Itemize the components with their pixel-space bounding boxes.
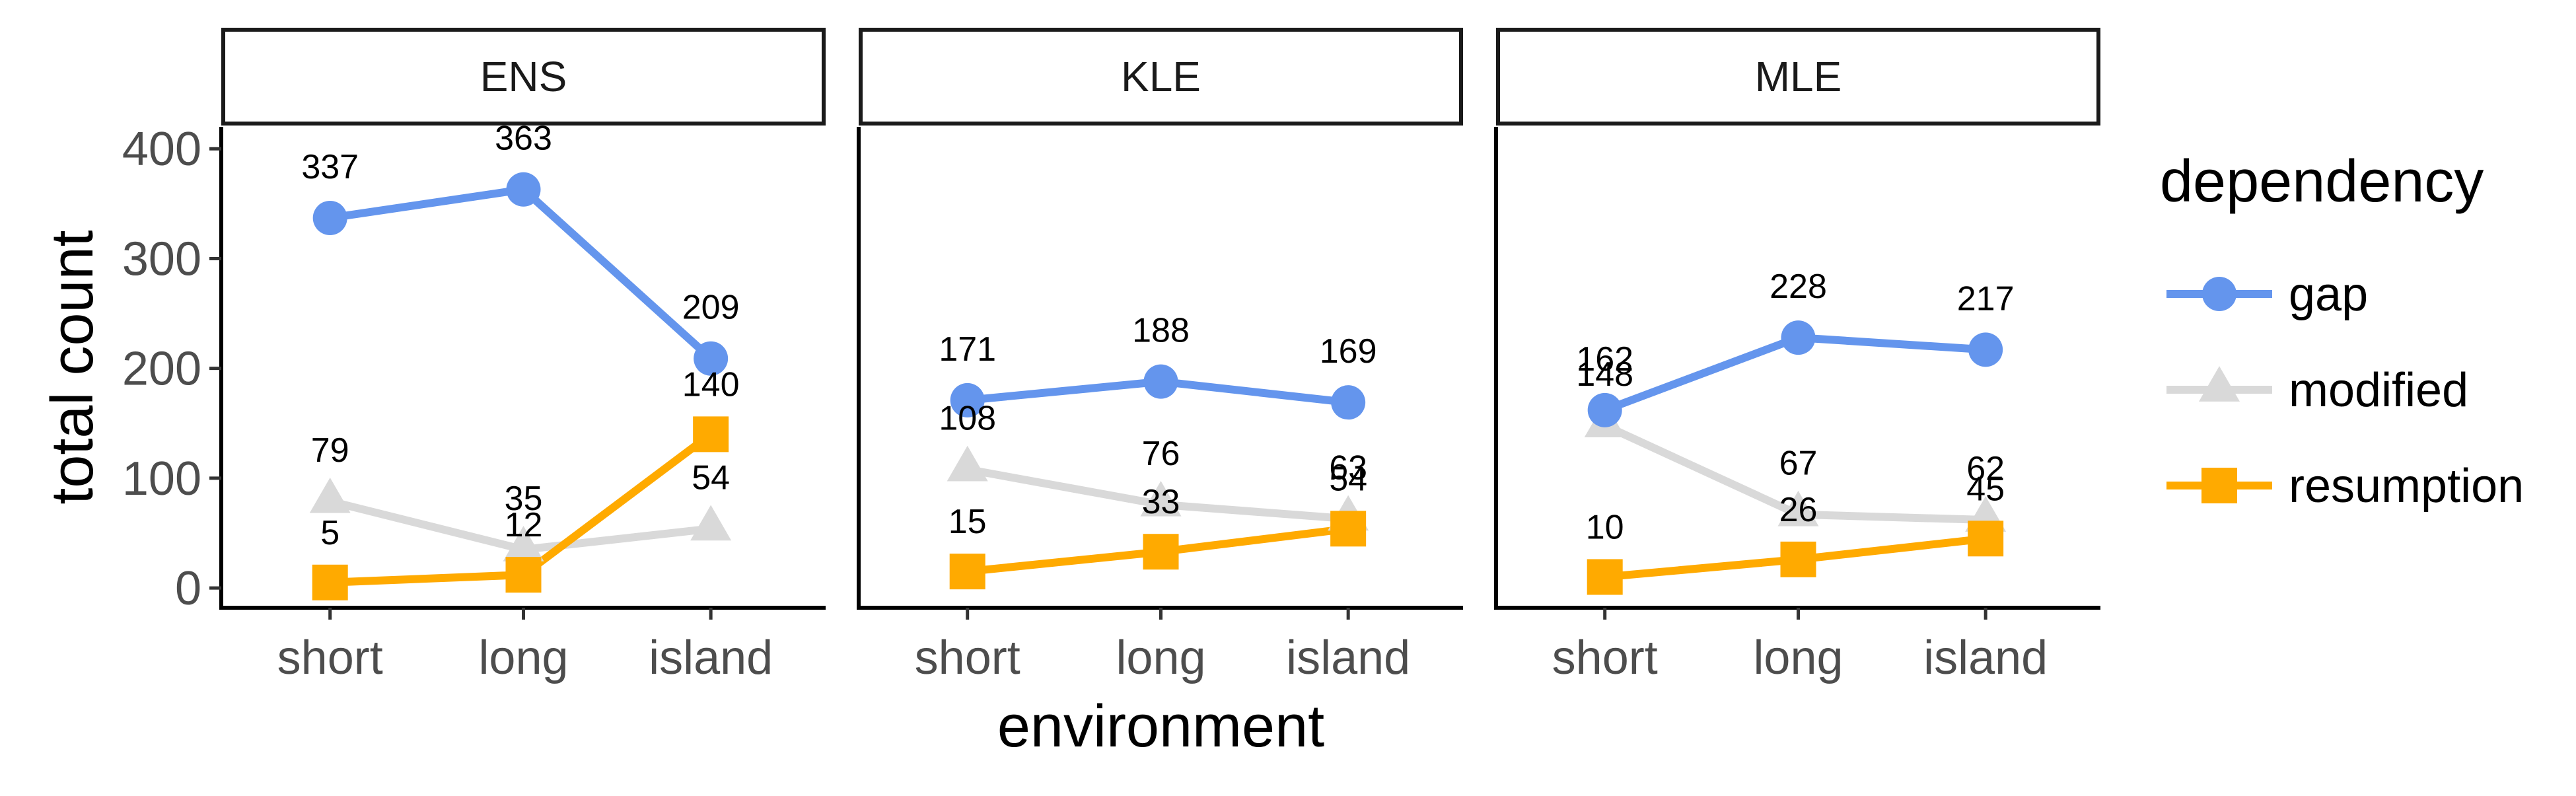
- facet-strip-kle: [859, 28, 1463, 126]
- data-point-resumption-kle-short: [949, 554, 985, 590]
- x-tick-label-ens-short: short: [277, 632, 383, 684]
- data-point-resumption-mle-short: [1587, 559, 1623, 595]
- data-label-resumption-kle-short: 15: [948, 503, 987, 541]
- data-point-resumption-ens-short: [312, 564, 348, 600]
- data-label-modified-kle-island: 63: [1329, 449, 1367, 487]
- x-tick-label-kle-short: short: [915, 632, 1020, 684]
- y-tick-label-0: 0: [175, 562, 201, 615]
- data-label-gap-ens-short: 337: [301, 148, 359, 186]
- data-point-modified-kle-long: [1140, 480, 1182, 517]
- facet-strip-ens: [221, 28, 826, 126]
- data-point-gap-kle-short: [950, 382, 985, 417]
- y-tick-label-300: 300: [122, 233, 201, 285]
- data-label-resumption-ens-long: 12: [505, 506, 543, 544]
- y-tick-label-100: 100: [122, 452, 201, 505]
- legend-key-marker-resumption: [2201, 468, 2237, 503]
- data-label-resumption-kle-island: 54: [1329, 460, 1367, 498]
- legend-label-resumption: resumption: [2289, 460, 2524, 513]
- data-label-resumption-ens-island: 140: [682, 365, 740, 404]
- legend-title: dependency: [2160, 149, 2484, 215]
- data-point-gap-mle-short: [1587, 392, 1622, 427]
- data-label-resumption-kle-long: 33: [1142, 483, 1180, 521]
- data-point-gap-mle-long: [1781, 320, 1816, 355]
- data-label-modified-kle-short: 108: [939, 400, 996, 438]
- data-label-gap-kle-island: 169: [1320, 332, 1377, 371]
- series-line-gap-ens: [329, 185, 714, 362]
- legend-label-modified: modified: [2289, 364, 2468, 417]
- x-tick-label-ens-island: island: [649, 632, 773, 684]
- x-tick-label-kle-island: island: [1286, 632, 1410, 684]
- y-tick-label-400: 400: [122, 123, 201, 176]
- x-axis-title: environment: [997, 694, 1324, 760]
- data-label-gap-kle-short: 171: [939, 330, 996, 369]
- data-point-modified-ens-island: [690, 505, 732, 541]
- y-tick-label-200: 200: [122, 343, 201, 396]
- data-label-gap-mle-short: 162: [1576, 340, 1633, 379]
- data-point-gap-ens-long: [506, 172, 541, 207]
- data-label-gap-ens-long: 363: [495, 120, 552, 158]
- facet-strip-label-ens: ENS: [480, 53, 567, 100]
- legend-label-gap: gap: [2289, 268, 2368, 321]
- data-label-modified-ens-island: 54: [692, 458, 730, 497]
- x-tick-label-ens-long: long: [478, 632, 568, 684]
- data-point-modified-ens-short: [309, 477, 351, 513]
- y-axis-title: total count: [40, 230, 106, 504]
- data-label-resumption-mle-short: 10: [1586, 508, 1624, 546]
- data-point-resumption-kle-island: [1330, 511, 1367, 547]
- data-point-resumption-mle-long: [1780, 541, 1816, 577]
- legend-key-marker-gap: [2202, 277, 2236, 311]
- data-point-gap-kle-long: [1143, 364, 1178, 399]
- data-label-gap-mle-long: 228: [1770, 268, 1827, 306]
- facet-strip-label-mle: MLE: [1755, 53, 1842, 100]
- data-label-gap-kle-long: 188: [1132, 312, 1190, 350]
- data-point-gap-mle-island: [1968, 332, 2003, 367]
- data-point-modified-kle-short: [947, 445, 988, 482]
- x-tick-label-kle-long: long: [1116, 632, 1205, 684]
- facet-strip-mle: [1496, 28, 2100, 126]
- data-point-modified-ens-long: [503, 526, 544, 561]
- data-label-resumption-mle-long: 26: [1779, 491, 1818, 529]
- data-point-gap-ens-short: [312, 200, 347, 235]
- data-point-resumption-kle-long: [1143, 534, 1179, 570]
- data-label-resumption-mle-island: 45: [1966, 470, 2005, 508]
- data-point-gap-kle-island: [1331, 385, 1366, 420]
- legend-key-marker-modified: [2199, 366, 2240, 402]
- data-label-modified-mle-long: 67: [1779, 445, 1818, 483]
- data-label-resumption-ens-short: 5: [320, 514, 340, 552]
- x-tick-label-mle-island: island: [1923, 632, 2048, 684]
- data-point-modified-mle-long: [1777, 490, 1819, 526]
- data-label-gap-ens-island: 209: [682, 289, 740, 327]
- data-label-modified-ens-short: 79: [311, 431, 349, 470]
- data-label-modified-ens-long: 35: [505, 480, 543, 518]
- data-label-modified-mle-short: 148: [1576, 355, 1633, 394]
- data-point-resumption-ens-island: [693, 416, 729, 452]
- x-tick-label-mle-short: short: [1552, 632, 1658, 684]
- data-point-resumption-ens-long: [505, 557, 542, 593]
- data-label-modified-mle-island: 62: [1966, 450, 2005, 488]
- data-label-modified-kle-long: 76: [1142, 435, 1180, 473]
- data-point-resumption-mle-island: [1968, 521, 2004, 557]
- facet-strip-label-kle: KLE: [1121, 53, 1201, 100]
- data-label-gap-mle-island: 217: [1957, 279, 2015, 318]
- data-point-gap-ens-island: [694, 341, 729, 376]
- x-tick-label-mle-long: long: [1753, 632, 1843, 684]
